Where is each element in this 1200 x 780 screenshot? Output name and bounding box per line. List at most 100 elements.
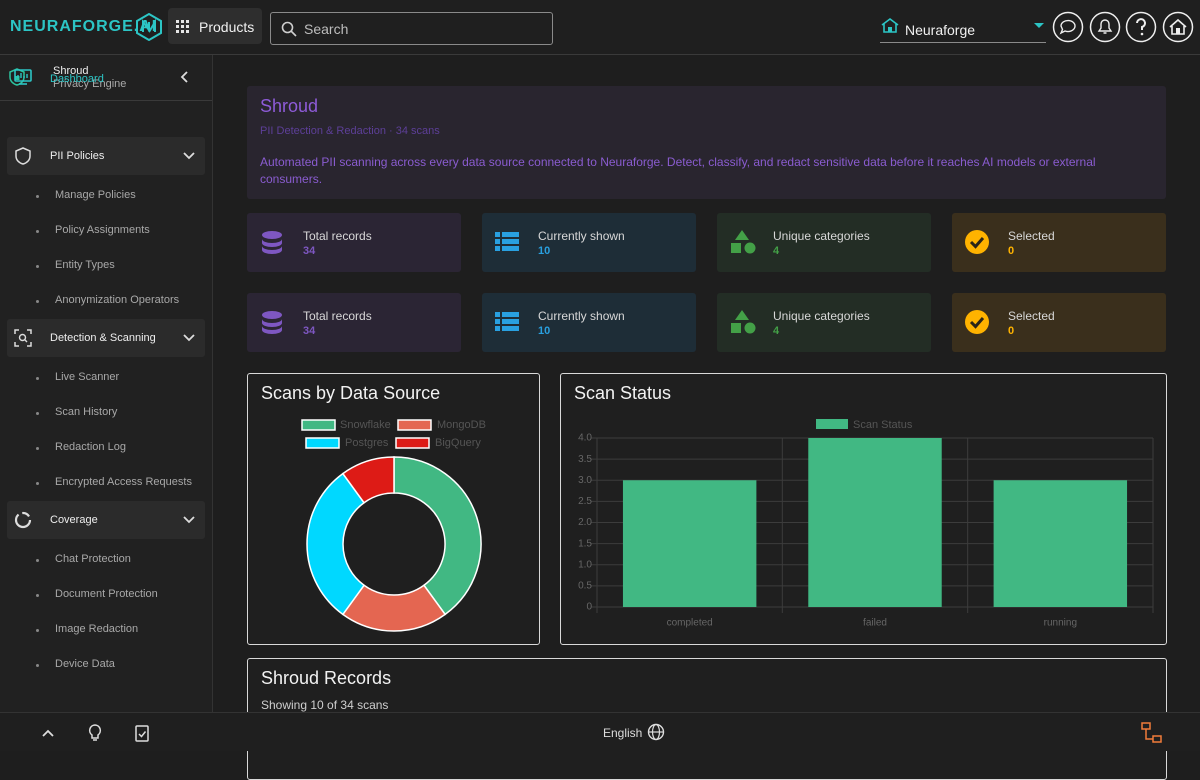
org-select[interactable]: Neuraforge: [880, 14, 1046, 43]
y-tick-label: 4.0: [578, 433, 592, 444]
bottom-icons: [42, 724, 149, 742]
chevron: [183, 516, 195, 524]
tips-button[interactable]: [88, 724, 102, 741]
help-button[interactable]: [1125, 11, 1157, 43]
nav-group[interactable]: PII Policies: [7, 137, 205, 175]
nav-child[interactable]: Scan History: [55, 406, 118, 418]
stat-label: Selected: [1008, 309, 1055, 323]
globe-icon[interactable]: [647, 723, 665, 741]
records-title: Shroud Records: [261, 668, 392, 688]
products-button[interactable]: Products: [168, 8, 262, 44]
stat-card: Selected 0: [952, 213, 1166, 272]
bullet: [36, 629, 39, 632]
bullet: [36, 230, 39, 233]
nav-label: Dashboard: [50, 73, 104, 85]
top-bar: NEURAFORGE.AI Products Search Neuraforge: [0, 0, 1200, 55]
language[interactable]: English: [603, 726, 643, 740]
stat-value: 4: [773, 245, 780, 257]
stat-value: 0: [1008, 245, 1015, 257]
donut-slice: [306, 472, 366, 616]
bar: [622, 480, 757, 607]
nav-child[interactable]: Policy Assignments: [55, 224, 150, 236]
stat-value: 34: [303, 245, 316, 257]
brand[interactable]: NEURAFORGE.AI: [10, 18, 158, 35]
collapse-button[interactable]: [180, 71, 190, 83]
bullet: [36, 300, 39, 303]
stat-value: 34: [303, 325, 316, 337]
nav-item[interactable]: Dashboard: [7, 65, 205, 93]
stat-card: Unique categories 4: [717, 213, 931, 272]
nav-child[interactable]: Manage Policies: [55, 189, 136, 201]
notifications-button[interactable]: [1089, 11, 1121, 43]
bullet: [36, 559, 39, 562]
y-tick-label: 2.0: [578, 517, 592, 528]
donut-slice: [393, 456, 482, 616]
chat-button[interactable]: [1052, 11, 1084, 43]
caret: [1034, 23, 1044, 28]
nav-label: PII Policies: [50, 150, 105, 162]
legend-label: BigQuery: [435, 437, 481, 449]
bar: [993, 480, 1128, 607]
nav-child[interactable]: Live Scanner: [55, 371, 120, 383]
nav-label: Coverage: [50, 514, 98, 526]
bullet: [36, 377, 39, 380]
brand-logo: [136, 13, 162, 41]
nav-label: Detection & Scanning: [50, 332, 156, 344]
nav-child[interactable]: Chat Protection: [55, 553, 131, 565]
y-tick-label: 1.0: [578, 559, 592, 570]
search-icon: [281, 21, 297, 37]
stat-label: Total records: [303, 309, 372, 323]
x-tick-label: failed: [863, 618, 887, 629]
bullet: [36, 664, 39, 667]
tasks-button[interactable]: [135, 725, 149, 742]
stat-icon: [965, 310, 989, 334]
nav-child[interactable]: Redaction Log: [55, 441, 126, 453]
nav-child[interactable]: Anonymization Operators: [55, 294, 180, 306]
stat-icon: [495, 312, 519, 331]
bar-panel: Scan Status 0 0.5 1.0 1.5 2.0 2.5 3.0 3.5 4.0 Scan…: [560, 373, 1167, 645]
app-name: Shroud: [53, 65, 89, 77]
network-icon[interactable]: [1141, 722, 1163, 744]
legend-swatch: [305, 437, 340, 449]
org-name: Neuraforge: [905, 22, 976, 38]
legend-swatch: [816, 419, 848, 429]
nav-child[interactable]: Encrypted Access Requests: [55, 476, 192, 488]
stat-label: Unique categories: [773, 229, 870, 243]
stat-card: Total records 34: [247, 213, 461, 272]
y-tick-label: 2.5: [578, 496, 592, 507]
nav-child[interactable]: Device Data: [55, 658, 115, 670]
stat-icon: [731, 230, 756, 254]
legend-label: Scan Status: [853, 419, 913, 431]
stat-card: Total records 34: [247, 293, 461, 352]
stat-icon: [262, 231, 282, 254]
nav-child[interactable]: Image Redaction: [55, 623, 139, 635]
bullet: [36, 594, 39, 597]
stat-value: 10: [538, 325, 551, 337]
legend-swatch: [397, 419, 432, 431]
bar: [808, 438, 942, 607]
nav-group[interactable]: Detection & Scanning: [7, 319, 205, 357]
stat-icon: [731, 310, 756, 334]
expand-button[interactable]: [42, 729, 54, 737]
home-button[interactable]: [1162, 11, 1194, 43]
donut-chart: Scans by Data Source Snowflake MongoDB Post…: [261, 383, 486, 632]
y-tick-label: 0: [586, 602, 592, 613]
chart-title: Scan Status: [574, 383, 671, 403]
y-tick-label: 0.5: [578, 581, 592, 592]
sidebar: Shroud Privacy Engine Dashboard PII Polic…: [0, 55, 213, 712]
nav-child[interactable]: Document Protection: [55, 588, 158, 600]
x-tick-label: completed: [667, 618, 713, 629]
nav-icon: [15, 147, 31, 165]
nav-child[interactable]: Entity Types: [55, 259, 115, 271]
stat-label: Total records: [303, 229, 372, 243]
stat-icon: [262, 311, 282, 334]
nav-icon: [14, 69, 32, 85]
stat-label: Unique categories: [773, 309, 870, 323]
nav-icon: [14, 329, 32, 347]
nav-group[interactable]: Coverage: [7, 501, 205, 539]
search-box[interactable]: Search: [270, 12, 553, 45]
legend-swatch: [301, 419, 336, 431]
stat-icon: [495, 232, 519, 251]
header-actions: [1052, 11, 1194, 43]
